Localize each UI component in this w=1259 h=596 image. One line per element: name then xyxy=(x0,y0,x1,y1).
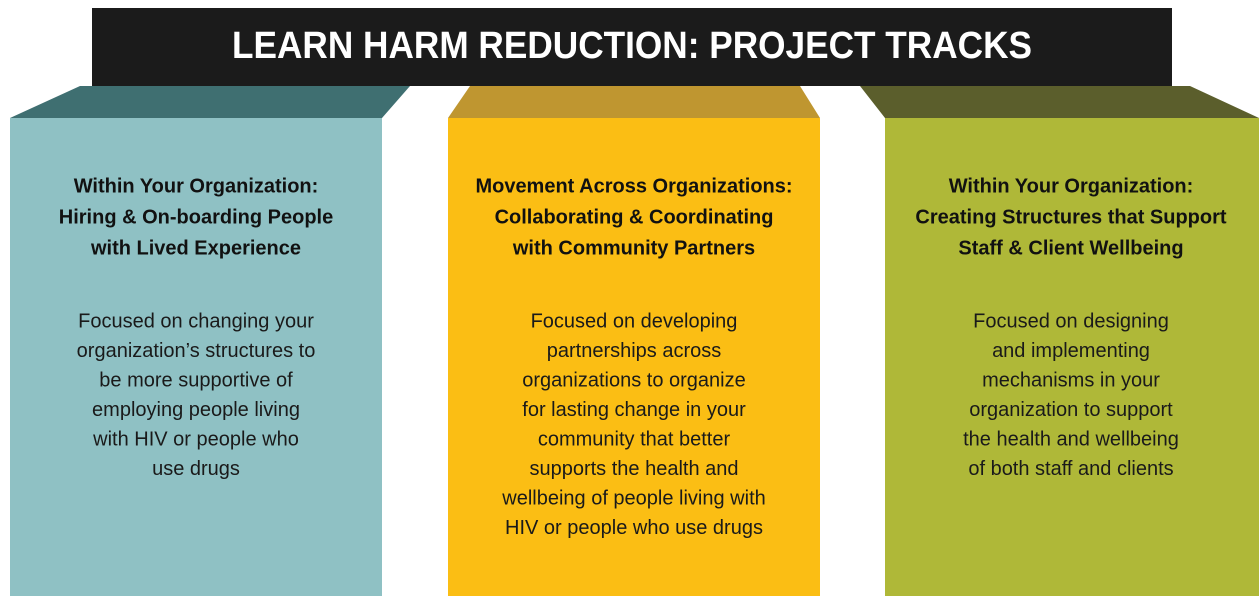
track-heading: with Lived Experience xyxy=(90,237,301,259)
track-description: Focused on changing your xyxy=(78,310,314,332)
track-description: mechanisms in your xyxy=(982,369,1160,391)
track-description: Focused on developing xyxy=(531,310,738,332)
track-description: and implementing xyxy=(992,340,1150,362)
track-cap xyxy=(448,86,820,118)
title-banner xyxy=(92,8,1172,86)
track-heading: Collaborating & Coordinating xyxy=(495,206,774,228)
track-cap xyxy=(860,86,1259,118)
track-description: of both staff and clients xyxy=(968,458,1173,480)
track-heading: Movement Across Organizations: xyxy=(475,175,792,197)
track-panel xyxy=(448,118,820,596)
track-description: the health and wellbeing xyxy=(963,428,1179,450)
track-description: be more supportive of xyxy=(99,369,293,391)
track-description: organization to support xyxy=(969,399,1173,421)
track-description: supports the health and xyxy=(529,458,738,480)
track-description: HIV or people who use drugs xyxy=(505,517,763,539)
track-description: employing people living xyxy=(92,399,300,421)
track-description: Focused on designing xyxy=(973,310,1169,332)
track-description: use drugs xyxy=(152,458,240,480)
track-heading: with Community Partners xyxy=(512,237,755,259)
track-panel xyxy=(10,118,382,596)
track-panel xyxy=(885,118,1259,596)
track-heading: Within Your Organization: xyxy=(949,175,1194,197)
track-heading: Creating Structures that Support xyxy=(915,206,1226,228)
track-description: community that better xyxy=(538,428,731,450)
track-description: organizations to organize xyxy=(522,369,745,391)
track-heading: Hiring & On-boarding People xyxy=(59,206,333,228)
title: LEARN HARM REDUCTION: PROJECT TRACKS xyxy=(232,25,1032,67)
track-heading: Within Your Organization: xyxy=(74,175,319,197)
track-description: with HIV or people who xyxy=(92,428,299,450)
track-description: organization’s structures to xyxy=(77,340,316,362)
track-description: wellbeing of people living with xyxy=(501,487,766,509)
track-description: for lasting change in your xyxy=(522,399,746,421)
track-cap xyxy=(10,86,410,118)
track-heading: Staff & Client Wellbeing xyxy=(958,237,1183,259)
track-description: partnerships across xyxy=(547,340,722,362)
